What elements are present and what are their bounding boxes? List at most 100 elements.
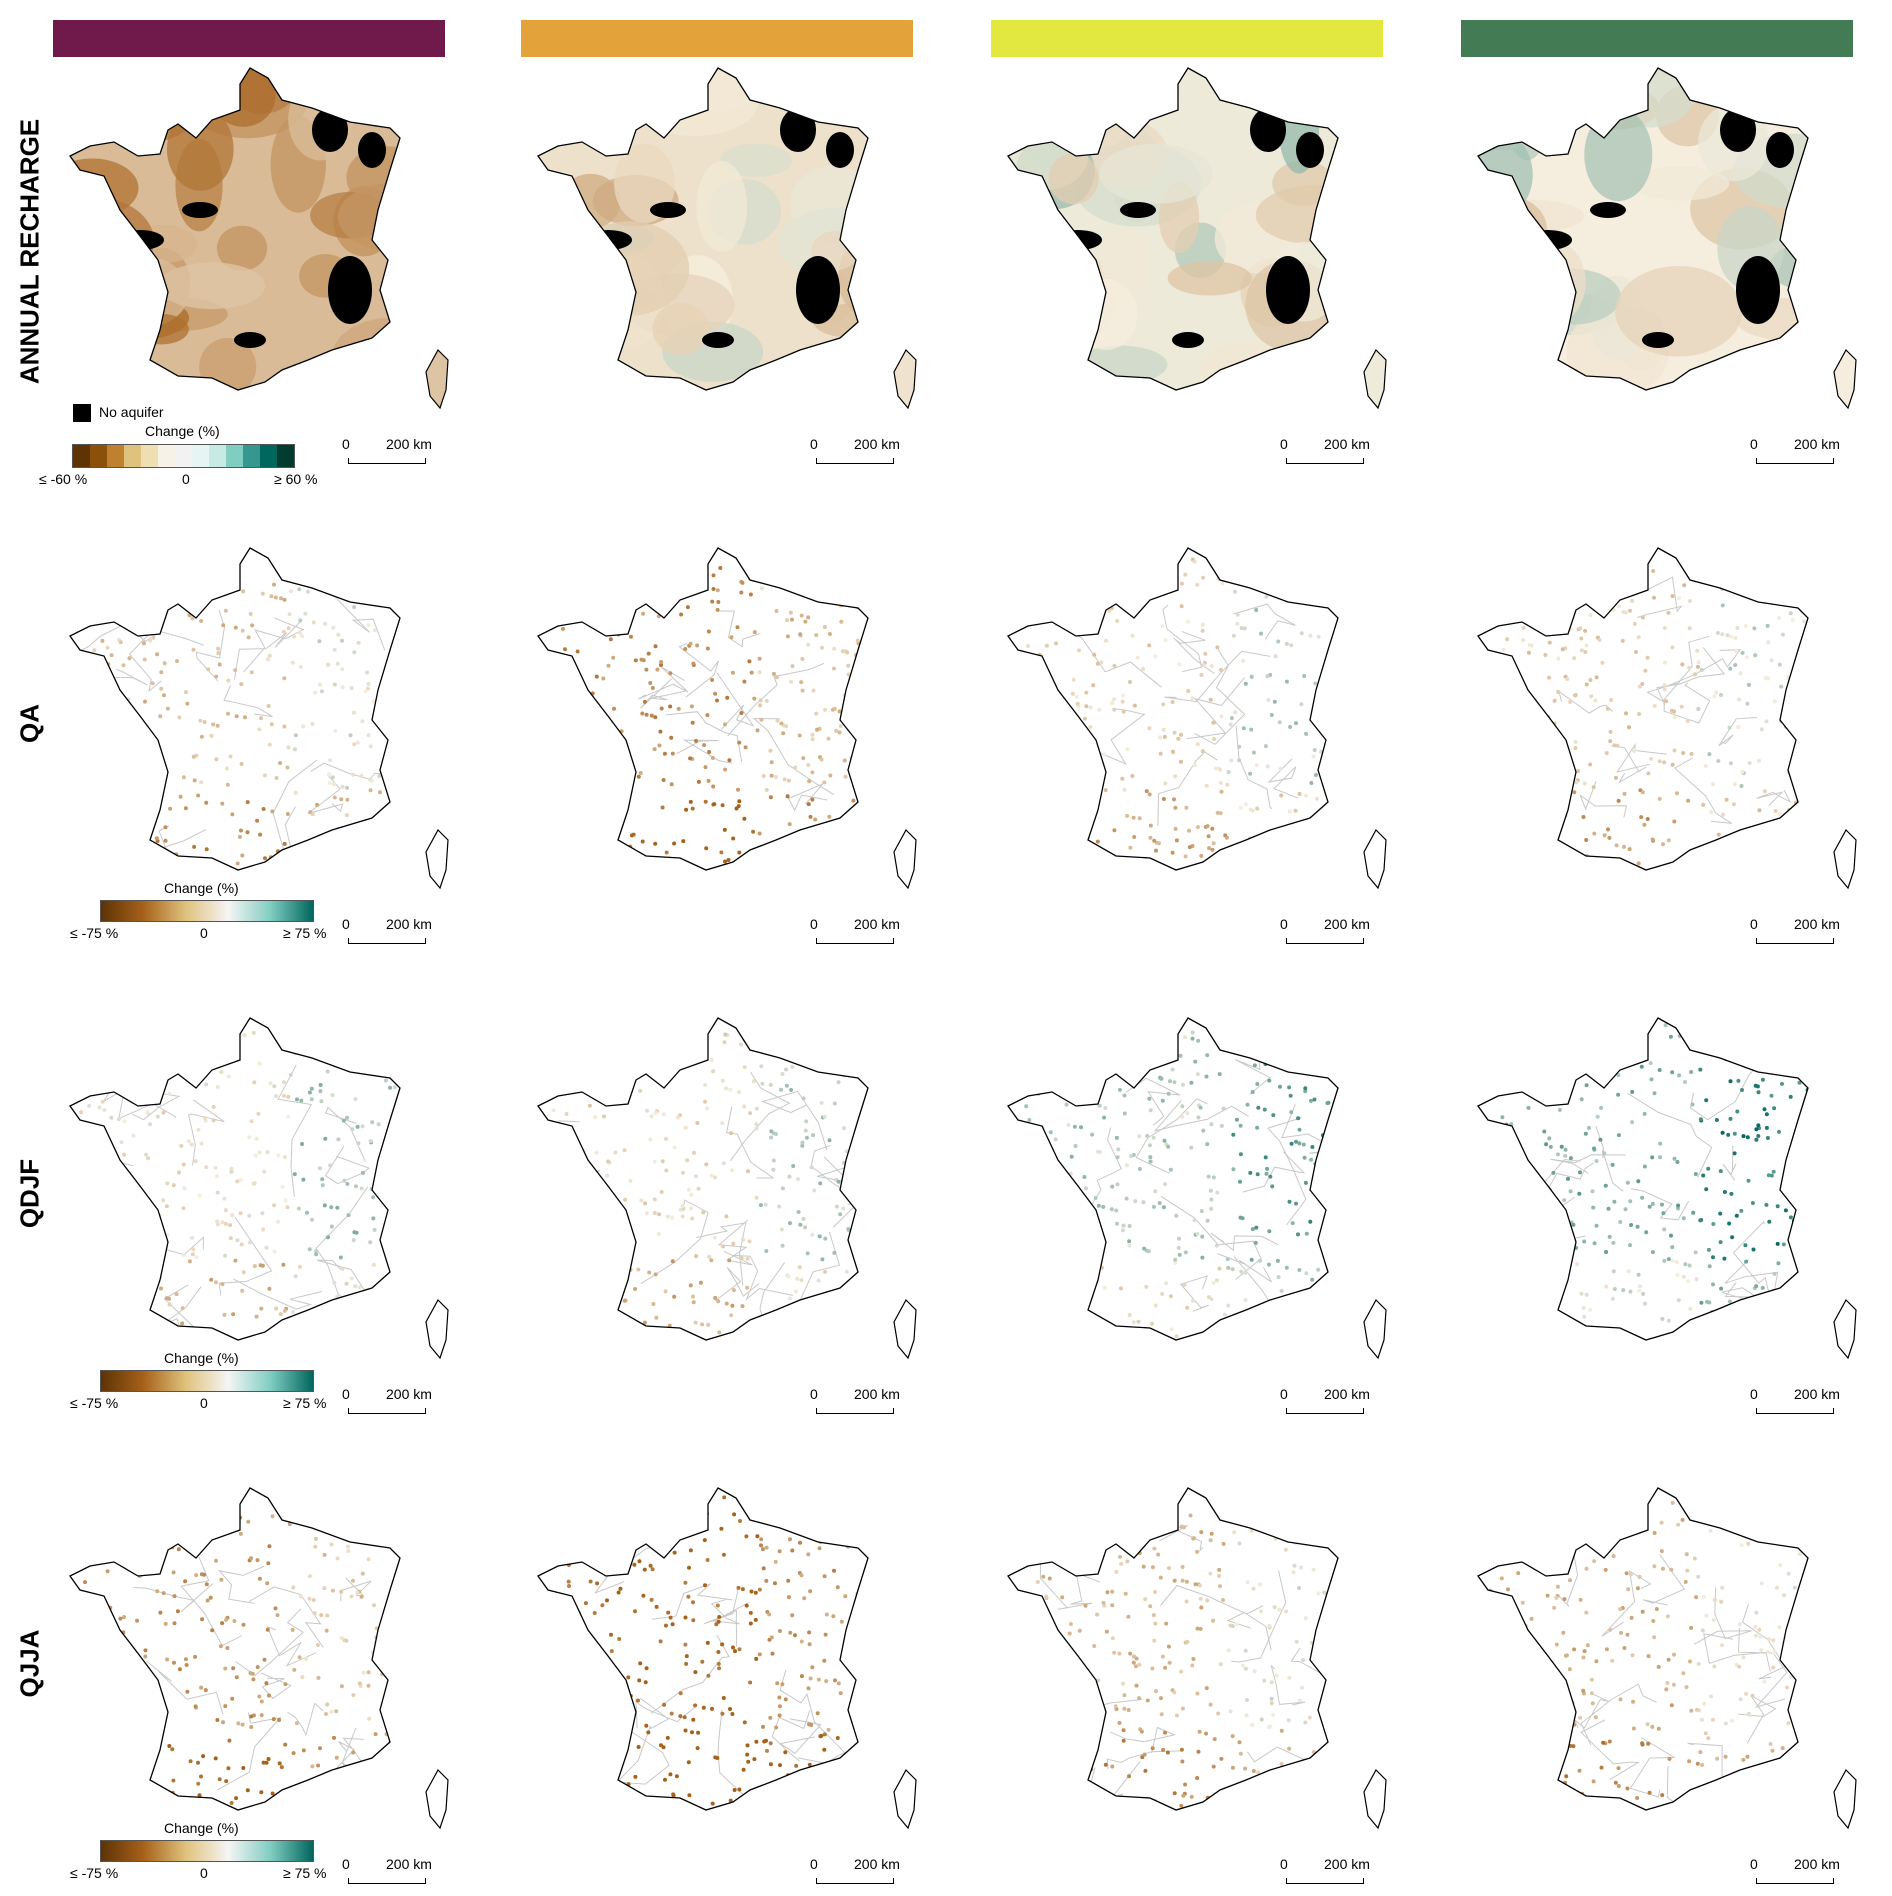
gauge-point — [1612, 743, 1617, 748]
gauge-point — [1682, 583, 1687, 588]
gauge-point — [1514, 1660, 1519, 1665]
gauge-point — [1326, 1183, 1331, 1188]
gauge-point — [1068, 1052, 1073, 1057]
gauge-point — [187, 1259, 192, 1264]
gauge-point — [1205, 1598, 1210, 1603]
gauge-point — [1756, 1123, 1761, 1128]
gauge-point — [1029, 685, 1033, 689]
gauge-point — [336, 632, 341, 637]
gauge-point — [571, 1556, 576, 1561]
gauge-point — [1572, 790, 1577, 795]
gauge-point — [352, 650, 357, 655]
gauge-point — [193, 1654, 198, 1659]
gauge-point — [1718, 1802, 1723, 1807]
gauge-point — [1243, 1766, 1248, 1771]
gauge-point — [1772, 1271, 1777, 1276]
gauge-point — [1043, 553, 1048, 558]
gauge-point — [1534, 819, 1539, 824]
gauge-point — [131, 864, 136, 869]
gauge-point — [848, 1795, 853, 1800]
gauge-point — [211, 1118, 216, 1123]
gauge-point — [392, 1085, 397, 1090]
gauge-point — [1056, 1530, 1061, 1535]
gauge-point — [1058, 1275, 1063, 1280]
gauge-point — [1093, 1513, 1098, 1518]
gauge-point — [1303, 1086, 1308, 1091]
gauge-point — [1336, 729, 1338, 734]
gauge-point — [653, 715, 658, 720]
gauge-point — [1510, 618, 1515, 623]
gauge-point — [773, 1581, 777, 1586]
gauge-point — [394, 1631, 399, 1636]
gauge-point — [780, 1504, 785, 1509]
gauge-point — [1255, 1082, 1260, 1086]
gauge-point — [1591, 1779, 1596, 1784]
gauge-point — [1279, 1289, 1284, 1293]
gauge-point — [1699, 1300, 1704, 1305]
gauge-point — [1486, 1157, 1491, 1162]
gauge-point — [1587, 1126, 1591, 1130]
gauge-point — [858, 1648, 863, 1653]
gauge-point — [366, 1683, 371, 1688]
gauge-point — [1796, 722, 1801, 727]
gauge-point — [875, 719, 879, 723]
gauge-point — [316, 841, 321, 846]
gauge-point — [633, 1287, 638, 1291]
gauge-point — [1136, 599, 1141, 604]
gauge-point — [129, 741, 134, 746]
gauge-point — [1250, 1781, 1255, 1786]
gauge-point — [1120, 1228, 1125, 1233]
gauge-point — [110, 571, 115, 576]
gauge-point — [389, 784, 394, 789]
gauge-point — [1304, 731, 1309, 736]
gauge-point — [1652, 1531, 1657, 1535]
gauge-point — [1154, 848, 1158, 853]
gauge-point — [609, 1295, 614, 1300]
gauge-point — [1774, 1585, 1779, 1590]
gauge-point — [1165, 1750, 1170, 1755]
gauge-point — [1650, 837, 1655, 842]
gauge-point — [388, 1233, 393, 1238]
gauge-point — [1588, 1307, 1593, 1312]
gauge-point — [1590, 1189, 1595, 1194]
gauge-point — [1756, 1090, 1761, 1095]
gauge-point — [652, 1159, 657, 1164]
gauge-point — [122, 1196, 127, 1200]
gauge-point — [1563, 1153, 1568, 1158]
river-line — [102, 1087, 177, 1120]
gauge-point — [83, 1200, 88, 1205]
gauge-point — [1753, 653, 1758, 658]
gauge-point — [1662, 626, 1667, 630]
gauge-point — [1249, 1257, 1254, 1262]
country-fill — [538, 1018, 868, 1340]
gauge-point — [116, 1744, 121, 1748]
gauge-point — [1128, 1651, 1133, 1656]
gauge-point — [739, 590, 744, 595]
gauge-point — [1272, 699, 1277, 704]
gauge-point — [1297, 1127, 1302, 1132]
gauge-point — [1166, 1091, 1171, 1096]
gauge-point — [209, 733, 214, 738]
gauge-point — [356, 640, 361, 645]
gauge-point — [262, 773, 267, 778]
gauge-point — [1122, 1706, 1127, 1711]
gauge-point — [596, 1763, 601, 1768]
gauge-point — [1646, 1654, 1651, 1659]
gauge-point — [405, 1236, 409, 1240]
gauge-point — [838, 1691, 843, 1696]
gauge-point — [1617, 1500, 1622, 1505]
gauge-point — [1795, 1040, 1800, 1045]
gauge-point — [223, 1208, 228, 1213]
gauge-point — [642, 1519, 647, 1524]
gauge-point — [1683, 1579, 1688, 1584]
gauge-point — [1148, 835, 1153, 840]
corsica-outline — [1833, 1769, 1857, 1830]
aquifer-patch — [1786, 68, 1808, 107]
gauge-point — [1079, 746, 1084, 751]
gauge-point — [214, 1558, 218, 1563]
gauge-point — [333, 1045, 338, 1050]
gauge-point — [715, 588, 720, 593]
gauge-point — [279, 568, 284, 573]
gauge-point — [791, 1025, 796, 1030]
gauge-point — [1528, 824, 1533, 829]
